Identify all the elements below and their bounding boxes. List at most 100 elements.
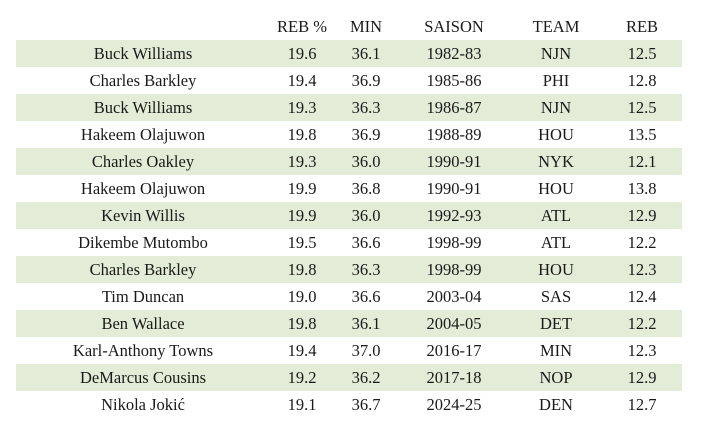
cell-team: NJN — [510, 40, 602, 67]
cell-team: DET — [510, 310, 602, 337]
cell-reb: 12.5 — [602, 40, 682, 67]
header-reb: REB — [625, 16, 659, 36]
cell-reb: 12.2 — [602, 310, 682, 337]
cell-player: Tim Duncan — [101, 286, 185, 306]
cell-season: 1990-91 — [426, 178, 482, 198]
cell-player: Ben Wallace — [16, 310, 270, 337]
table-row: DeMarcus Cousins 19.2 36.2 2017-18 NOP 1… — [16, 364, 682, 391]
cell-team: DEN — [539, 394, 573, 414]
table-row: Karl-Anthony Towns 19.4 37.0 2016-17 MIN… — [16, 337, 682, 364]
cell-reb-pct: 19.0 — [287, 286, 317, 306]
cell-reb: 12.3 — [627, 340, 657, 360]
cell-player: Buck Williams — [16, 94, 270, 121]
cell-team: PHI — [542, 70, 570, 90]
table-row: Buck Williams 19.6 36.1 1982-83 NJN 12.5 — [16, 40, 682, 67]
cell-min: 36.6 — [351, 286, 381, 306]
table-row: Charles Barkley 19.4 36.9 1985-86 PHI 12… — [16, 67, 682, 94]
header-min: MIN — [349, 16, 383, 36]
cell-season: 2024-25 — [426, 394, 482, 414]
cell-reb-pct: 19.8 — [270, 256, 334, 283]
cell-min: 36.9 — [351, 124, 381, 144]
table-row: Nikola Jokić 19.1 36.7 2024-25 DEN 12.7 — [16, 391, 682, 418]
cell-season: 1998-99 — [398, 256, 510, 283]
cell-player: Charles Barkley — [89, 70, 197, 90]
cell-min: 36.6 — [351, 232, 381, 252]
cell-reb-pct: 19.4 — [287, 70, 317, 90]
table-row: Hakeem Olajuwon 19.9 36.8 1990-91 HOU 13… — [16, 175, 682, 202]
cell-team: HOU — [538, 178, 574, 198]
cell-season: 2003-04 — [426, 286, 482, 306]
cell-season: 1988-89 — [426, 124, 482, 144]
cell-season: 1998-99 — [426, 232, 482, 252]
cell-min: 36.1 — [334, 310, 398, 337]
cell-team: HOU — [538, 124, 574, 144]
cell-player: Nikola Jokić — [101, 394, 185, 414]
rebounding-stats-table: REB % MIN SAISON TEAM REB Buck Williams … — [16, 13, 682, 418]
cell-team: NOP — [510, 364, 602, 391]
cell-reb-pct: 19.9 — [270, 202, 334, 229]
cell-player: Charles Oakley — [16, 148, 270, 175]
cell-player: Hakeem Olajuwon — [80, 124, 206, 144]
cell-min: 36.0 — [334, 202, 398, 229]
cell-reb: 12.9 — [602, 202, 682, 229]
cell-reb: 12.3 — [602, 256, 682, 283]
cell-season: 2004-05 — [398, 310, 510, 337]
cell-player: Karl-Anthony Towns — [72, 340, 214, 360]
table-row: Hakeem Olajuwon 19.8 36.9 1988-89 HOU 13… — [16, 121, 682, 148]
cell-season: 1990-91 — [398, 148, 510, 175]
cell-team: NJN — [510, 94, 602, 121]
cell-min: 36.8 — [351, 178, 381, 198]
cell-player: Charles Barkley — [16, 256, 270, 283]
table-row: Charles Oakley 19.3 36.0 1990-91 NYK 12.… — [16, 148, 682, 175]
cell-min: 37.0 — [351, 340, 381, 360]
cell-team: SAS — [540, 286, 572, 306]
cell-player: Dikembe Mutombo — [78, 232, 208, 252]
cell-min: 36.9 — [351, 70, 381, 90]
cell-reb: 12.2 — [627, 232, 657, 252]
cell-reb: 13.8 — [627, 178, 657, 198]
header-row: REB % MIN SAISON TEAM REB — [16, 13, 682, 40]
cell-player: Hakeem Olajuwon — [80, 178, 206, 198]
cell-player: Kevin Willis — [16, 202, 270, 229]
cell-team: ATL — [540, 232, 572, 252]
cell-reb: 12.9 — [602, 364, 682, 391]
table-body: Buck Williams 19.6 36.1 1982-83 NJN 12.5… — [16, 40, 682, 418]
cell-min: 36.0 — [334, 148, 398, 175]
cell-season: 1986-87 — [398, 94, 510, 121]
cell-reb: 12.5 — [602, 94, 682, 121]
cell-team: ATL — [510, 202, 602, 229]
cell-reb: 12.1 — [602, 148, 682, 175]
cell-reb-pct: 19.2 — [270, 364, 334, 391]
table-row: Kevin Willis 19.9 36.0 1992-93 ATL 12.9 — [16, 202, 682, 229]
cell-min: 36.2 — [334, 364, 398, 391]
cell-season: 1982-83 — [398, 40, 510, 67]
header-player — [16, 13, 270, 40]
cell-team: NYK — [510, 148, 602, 175]
cell-team: MIN — [539, 340, 573, 360]
cell-player: Buck Williams — [16, 40, 270, 67]
cell-min: 36.1 — [334, 40, 398, 67]
cell-reb-pct: 19.3 — [270, 148, 334, 175]
cell-min: 36.3 — [334, 94, 398, 121]
table-row: Dikembe Mutombo 19.5 36.6 1998-99 ATL 12… — [16, 229, 682, 256]
table-row: Tim Duncan 19.0 36.6 2003-04 SAS 12.4 — [16, 283, 682, 310]
cell-reb-pct: 19.1 — [287, 394, 317, 414]
table-row: Ben Wallace 19.8 36.1 2004-05 DET 12.2 — [16, 310, 682, 337]
cell-player: DeMarcus Cousins — [16, 364, 270, 391]
table-row: Buck Williams 19.3 36.3 1986-87 NJN 12.5 — [16, 94, 682, 121]
cell-reb-pct: 19.4 — [287, 340, 317, 360]
cell-reb-pct: 19.9 — [287, 178, 317, 198]
cell-reb: 13.5 — [627, 124, 657, 144]
cell-reb-pct: 19.8 — [287, 124, 317, 144]
cell-season: 1992-93 — [398, 202, 510, 229]
table-row: Charles Barkley 19.8 36.3 1998-99 HOU 12… — [16, 256, 682, 283]
cell-reb-pct: 19.3 — [270, 94, 334, 121]
header-reb-pct: REB % — [277, 16, 327, 36]
cell-reb: 12.8 — [627, 70, 657, 90]
cell-season: 1985-86 — [426, 70, 482, 90]
header-team: TEAM — [532, 16, 580, 36]
cell-season: 2016-17 — [426, 340, 482, 360]
cell-season: 2017-18 — [398, 364, 510, 391]
cell-team: HOU — [510, 256, 602, 283]
cell-min: 36.3 — [334, 256, 398, 283]
